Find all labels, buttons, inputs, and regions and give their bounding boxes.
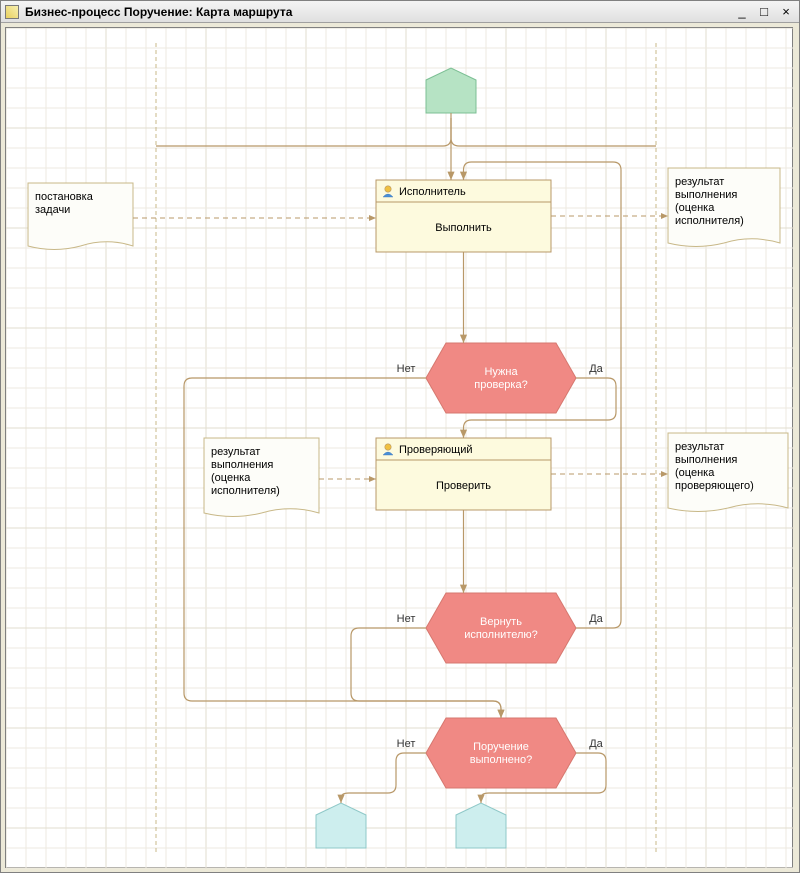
svg-text:исполнителя): исполнителя) [675, 215, 744, 227]
svg-text:проверка?: проверка? [474, 379, 527, 391]
diagram-canvas[interactable]: постановказадачи Исполнитель Выполнить резу… [5, 27, 793, 868]
svg-text:Да: Да [589, 613, 603, 625]
svg-text:Выполнить: Выполнить [435, 222, 492, 234]
svg-text:результат: результат [675, 176, 724, 188]
flowchart-svg: постановказадачи Исполнитель Выполнить резу… [6, 28, 794, 869]
svg-text:Да: Да [589, 363, 603, 375]
svg-text:Да: Да [589, 738, 603, 750]
svg-text:(оценка: (оценка [211, 472, 251, 484]
window-title: Бизнес-процесс Поручение: Карта маршрута [25, 5, 729, 19]
svg-text:результат: результат [211, 446, 260, 458]
svg-text:задачи: задачи [35, 204, 70, 216]
window-frame: Бизнес-процесс Поручение: Карта маршрута… [0, 0, 800, 873]
svg-text:Нет: Нет [397, 363, 416, 375]
minimize-button[interactable]: _ [733, 4, 751, 20]
svg-text:исполнителя): исполнителя) [211, 485, 280, 497]
svg-text:выполнения: выполнения [675, 189, 737, 201]
svg-text:постановка: постановка [35, 191, 94, 203]
svg-text:результат: результат [675, 441, 724, 453]
svg-text:выполнения: выполнения [675, 454, 737, 466]
svg-text:Поручение: Поручение [473, 741, 529, 753]
svg-text:(оценка: (оценка [675, 202, 715, 214]
svg-text:Проверить: Проверить [436, 480, 491, 492]
titlebar[interactable]: Бизнес-процесс Поручение: Карта маршрута… [1, 1, 799, 23]
svg-text:Нет: Нет [397, 613, 416, 625]
svg-text:выполнено?: выполнено? [470, 754, 533, 766]
svg-text:(оценка: (оценка [675, 467, 715, 479]
window-icon [5, 5, 19, 19]
maximize-button[interactable]: □ [755, 4, 773, 20]
svg-text:Проверяющий: Проверяющий [399, 444, 473, 456]
close-button[interactable]: × [777, 4, 795, 20]
svg-text:Исполнитель: Исполнитель [399, 186, 466, 198]
svg-text:Нет: Нет [397, 738, 416, 750]
svg-text:выполнения: выполнения [211, 459, 273, 471]
svg-text:исполнителю?: исполнителю? [464, 629, 538, 641]
svg-text:проверяющего): проверяющего) [675, 480, 754, 492]
svg-text:Нужна: Нужна [484, 366, 518, 378]
svg-text:Вернуть: Вернуть [480, 616, 522, 628]
